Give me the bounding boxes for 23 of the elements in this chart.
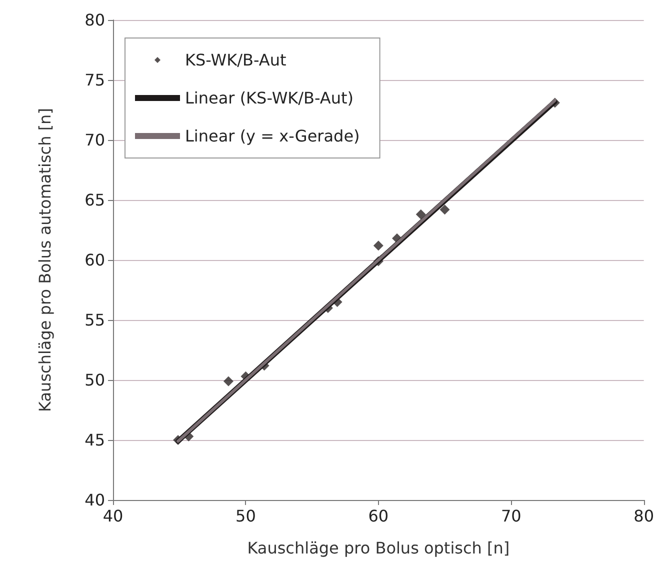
x-tick-label: 40: [102, 506, 124, 526]
y-tick-label: 45: [84, 430, 105, 450]
legend-label: Linear (y = x-Gerade): [185, 126, 360, 146]
legend-label: Linear (KS-WK/B-Aut): [185, 88, 354, 108]
x-tick-label: 80: [634, 506, 654, 526]
y-tick-label: 80: [84, 10, 105, 30]
point: [440, 204, 450, 215]
y-tick-label: 65: [84, 190, 105, 210]
y-tick-label: 75: [84, 70, 105, 90]
y-tick-label: 50: [84, 370, 105, 390]
x-tick-label: 70: [500, 506, 522, 526]
y-tick-label: 55: [84, 310, 105, 330]
y-tick-label: 40: [84, 490, 105, 510]
x-tick-label: 50: [236, 506, 256, 526]
point: [223, 376, 234, 386]
x-tick-label: 60: [368, 506, 389, 526]
x-axis-title: Kauschläge pro Bolus optisch [n]: [247, 538, 510, 558]
legend-label: KS-WK/B-Aut: [185, 50, 286, 70]
y-axis-title: Kauschläge pro Bolus automatisch [n]: [36, 108, 54, 412]
y-tick-label: 60: [84, 250, 105, 270]
y-tick-label: 70: [84, 130, 105, 150]
point: [416, 209, 426, 220]
point: [373, 240, 384, 251]
